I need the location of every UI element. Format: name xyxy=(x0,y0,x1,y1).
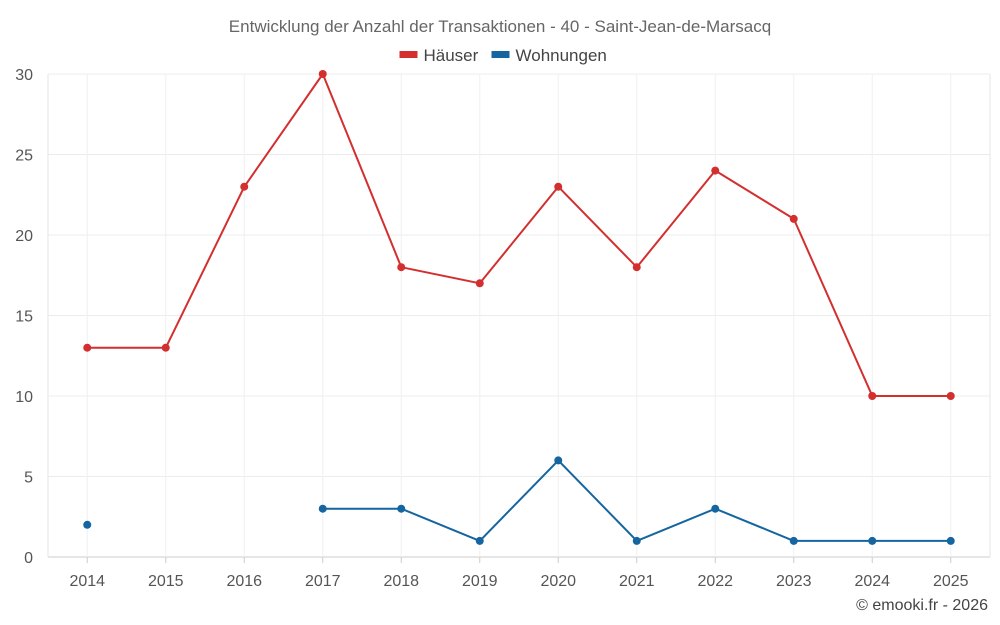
series-0-point-2019 xyxy=(475,279,484,288)
series-0-point-2015 xyxy=(161,343,170,352)
x-tick-label-2015: 2015 xyxy=(148,573,184,590)
series-1-point-2020 xyxy=(554,456,563,465)
x-tick-label-2023: 2023 xyxy=(776,573,812,590)
series-1-point-2021 xyxy=(632,536,641,545)
series-0-point-2020 xyxy=(554,182,563,191)
legend: Häuser Wohnungen xyxy=(399,46,607,65)
x-tick-label-2025: 2025 xyxy=(933,573,969,590)
chart-title: Entwicklung der Anzahl der Transaktionen… xyxy=(229,17,771,36)
x-axis-ticks: 2014 2015 2016 2017 2018 2019 2020 2021 2022 2023… xyxy=(69,573,968,590)
x-tick-label-2017: 2017 xyxy=(305,573,341,590)
x-tick-label-2016: 2016 xyxy=(226,573,262,590)
series-1-point-2018 xyxy=(397,504,406,513)
series-1-point-2024 xyxy=(868,536,877,545)
x-tick-label-2022: 2022 xyxy=(697,573,733,590)
y-axis-ticks: 0 5 10 15 20 25 30 xyxy=(15,67,33,567)
x-tick-label-2020: 2020 xyxy=(540,573,576,590)
x-tick-label-2018: 2018 xyxy=(383,573,419,590)
legend-label-1: Wohnungen xyxy=(516,46,607,65)
x-tick-label-2024: 2024 xyxy=(854,573,890,590)
series-0-point-2024 xyxy=(868,392,877,400)
series-1-point-2023 xyxy=(789,536,798,545)
x-tick-label-2019: 2019 xyxy=(462,573,498,590)
credit-text: © emooki.fr - 2026 xyxy=(856,597,988,614)
series-1-point-2019 xyxy=(475,536,484,545)
x-tick-label-2014: 2014 xyxy=(69,573,105,590)
series-0-point-2016 xyxy=(240,182,249,191)
series-0-point-2017 xyxy=(318,70,327,78)
y-tick-label-25: 25 xyxy=(15,148,33,165)
series-0-point-2021 xyxy=(632,263,641,272)
series-0-point-2018 xyxy=(397,263,406,272)
legend-swatch-0 xyxy=(399,51,418,58)
series-0-line xyxy=(87,73,951,397)
y-tick-label-0: 0 xyxy=(24,550,33,567)
series-0-point-2022 xyxy=(711,166,720,175)
x-tick-label-2021: 2021 xyxy=(619,573,655,590)
legend-swatch-1 xyxy=(491,51,510,58)
series-group xyxy=(83,70,955,545)
y-tick-label-15: 15 xyxy=(15,309,33,326)
grid xyxy=(47,73,991,563)
series-1-point-2017 xyxy=(318,504,327,513)
series-1-point-2022 xyxy=(711,504,720,513)
series-0-point-2014 xyxy=(83,343,92,352)
series-1-point-2025 xyxy=(946,536,955,545)
y-tick-label-20: 20 xyxy=(15,228,33,245)
series-1-point-2014 xyxy=(83,520,92,529)
y-tick-label-5: 5 xyxy=(24,470,33,487)
series-0-point-2025 xyxy=(946,392,955,400)
y-tick-label-30: 30 xyxy=(15,67,33,84)
legend-label-0: Häuser xyxy=(424,46,479,65)
y-tick-label-10: 10 xyxy=(15,389,33,406)
series-0-point-2023 xyxy=(789,214,798,223)
